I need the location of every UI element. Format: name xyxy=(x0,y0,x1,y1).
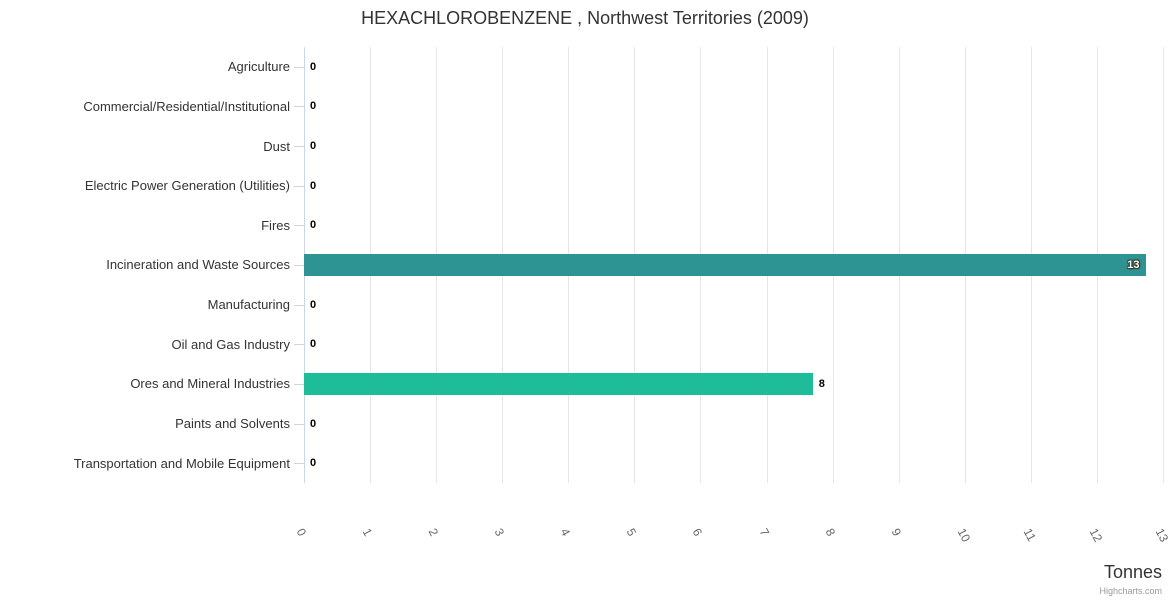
y-axis-tick xyxy=(294,305,304,306)
category-label: Fires xyxy=(261,217,290,233)
plot-area: 0 0 0 0 0 13 0 0 8 0 0 xyxy=(304,47,1164,483)
y-axis-tick xyxy=(294,463,304,464)
x-axis-tick-label: 7 xyxy=(756,526,772,539)
bar[interactable] xyxy=(304,254,1147,276)
y-axis-tick xyxy=(294,146,304,147)
data-label: 0 xyxy=(310,417,317,430)
data-label: 0 xyxy=(310,140,317,153)
data-label: 0 xyxy=(310,219,317,232)
category-label: Dust xyxy=(263,138,290,154)
x-axis-tick-label: 3 xyxy=(491,526,508,539)
y-axis-tick xyxy=(294,225,304,226)
chart-title: HEXACHLOROBENZENE , Northwest Territorie… xyxy=(361,8,809,28)
category-label: Transportation and Mobile Equipment xyxy=(73,455,290,471)
x-axis-tick-label: 6 xyxy=(690,526,706,539)
x-axis-tick-label: 0 xyxy=(293,526,310,539)
data-label: 13 xyxy=(1127,259,1140,271)
y-axis-tick xyxy=(294,67,304,68)
category-label: Incineration and Waste Sources xyxy=(106,257,290,273)
x-axis-tick-label: 9 xyxy=(888,526,904,539)
y-axis-tick xyxy=(294,265,304,266)
highcharts-credit-link[interactable]: Highcharts.com xyxy=(1099,586,1162,596)
y-axis-tick xyxy=(294,106,304,107)
data-label: 0 xyxy=(310,298,317,311)
x-axis-tick-label: 1 xyxy=(359,526,376,539)
data-label: 0 xyxy=(310,100,317,113)
category-label: Commercial/Residential/Institutional xyxy=(83,98,290,114)
x-axis-tick-label: 8 xyxy=(822,526,838,539)
x-axis-tick-label: 4 xyxy=(557,526,574,539)
category-label: Agriculture xyxy=(227,59,290,75)
y-axis-tick xyxy=(294,344,304,345)
y-axis-tick xyxy=(294,384,304,385)
x-axis-tick-label: 12 xyxy=(1086,526,1106,545)
data-label: 0 xyxy=(310,457,317,470)
data-label: 0 xyxy=(310,179,317,192)
category-label: Electric Power Generation (Utilities) xyxy=(84,178,290,194)
y-axis-tick xyxy=(294,424,304,425)
x-axis-tick-label: 11 xyxy=(1020,526,1039,544)
category-label: Manufacturing xyxy=(207,297,290,313)
y-axis-tick xyxy=(294,186,304,187)
category-label: Oil and Gas Industry xyxy=(171,336,291,352)
x-axis-tick-label: 5 xyxy=(624,526,640,539)
data-label: 8 xyxy=(818,377,825,390)
x-axis-tick-label: 2 xyxy=(425,526,442,539)
x-axis-title: Tonnes xyxy=(1103,562,1162,582)
data-label: 0 xyxy=(310,338,317,351)
x-axis-tick-label: 10 xyxy=(954,526,974,545)
gridline xyxy=(1163,47,1164,483)
x-axis-tick-label: 13 xyxy=(1152,526,1170,545)
data-label: 0 xyxy=(310,60,317,73)
category-label: Ores and Mineral Industries xyxy=(130,376,290,392)
bar[interactable] xyxy=(304,372,813,395)
category-label: Paints and Solvents xyxy=(175,416,290,432)
